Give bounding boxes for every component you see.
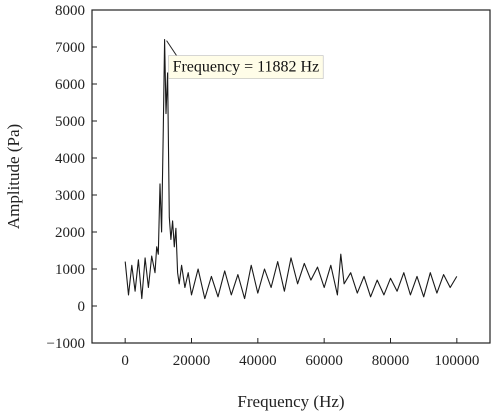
peak-annotation: Frequency = 11882 Hz [166, 40, 324, 79]
y-tick-label: 7000 [55, 40, 85, 56]
annotation-label: Frequency = 11882 Hz [173, 59, 320, 76]
y-tick-label: 6000 [55, 77, 85, 93]
annotation-leader-line [166, 40, 177, 56]
y-tick-label: 2000 [55, 225, 85, 241]
y-axis-title: Amplitude (Pa) [4, 124, 23, 229]
y-axis-ticks: −1000 0 1000 2000 3000 4000 5000 6000 7000 8000 [47, 3, 97, 352]
y-tick-label: −1000 [47, 336, 85, 352]
x-tick-label: 100000 [434, 353, 479, 369]
y-tick-label: 5000 [55, 114, 85, 130]
y-tick-label: 1000 [55, 262, 85, 278]
y-tick-label: 0 [78, 299, 86, 315]
x-tick-label: 0 [121, 353, 129, 369]
y-tick-label: 4000 [55, 151, 85, 167]
x-tick-label: 60000 [305, 353, 343, 369]
annotation-box [168, 55, 324, 79]
spectrum-series-line [124, 39, 458, 300]
plot-frame [91, 9, 491, 344]
y-tick-label: 3000 [55, 188, 85, 204]
y-tick-label: 8000 [55, 3, 85, 19]
x-tick-label: 20000 [173, 353, 211, 369]
x-axis-ticks: 0 20000 40000 60000 80000 100000 [121, 338, 479, 369]
x-axis-title: Frequency (Hz) [237, 392, 344, 411]
x-tick-label: 40000 [239, 353, 277, 369]
x-tick-label: 80000 [372, 353, 410, 369]
